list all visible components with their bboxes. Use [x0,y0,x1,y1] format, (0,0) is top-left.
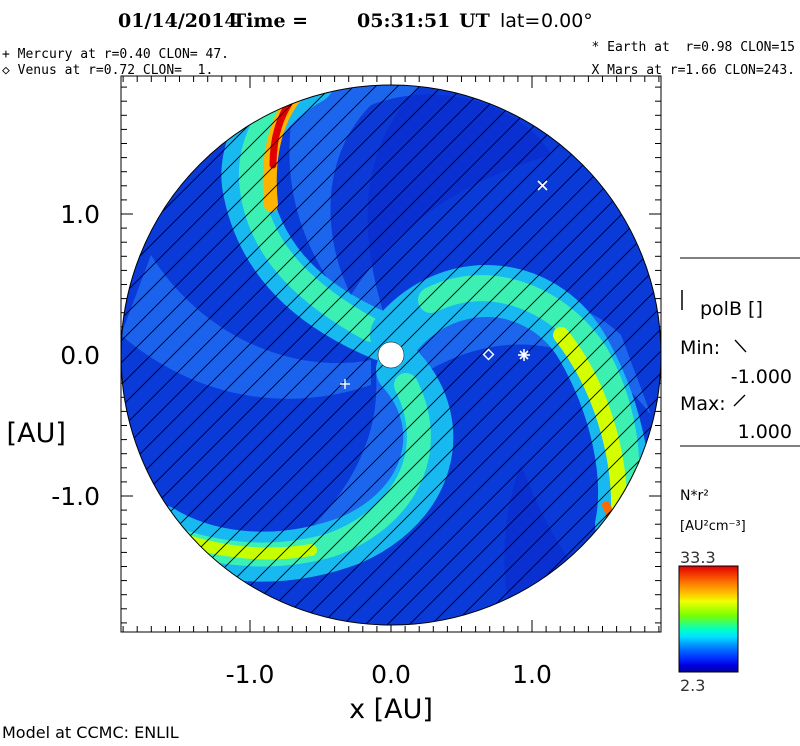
title-time: 05:31:51 [357,10,450,32]
legend-mars: X Mars at r=1.66 CLON=243. [592,63,796,78]
title-lat: 0.00° [541,10,593,32]
colorbar-min: 2.3 [680,676,705,695]
colorbar [678,565,739,673]
polarity-label: polB [] [700,298,763,320]
legend-mercury: + Mercury at r=0.40 CLON= 47. [2,47,229,62]
x-tick-label: 1.0 [512,660,552,689]
title-date: 01/14/2014 [118,10,238,32]
polarity-max-glyph [733,394,746,407]
title-time-label: Time = [232,10,308,32]
mercury-marker [340,379,350,389]
polarity-min-label: Min: [680,337,720,359]
colorbar-quantity: N*r² [680,488,709,504]
colorbar-max: 33.3 [680,548,716,567]
mars-marker [537,180,548,191]
legend-venus: ◇ Venus at r=0.72 CLON= 1. [2,63,213,78]
disk-outline [120,84,662,626]
legend-earth: * Earth at r=0.98 CLON=15 [592,40,796,55]
title-lat-label: lat= [500,10,540,32]
polarity-max-label: Max: [680,393,726,415]
x-tick-label: -1.0 [226,660,275,689]
sun-marker [377,341,405,369]
footer-model: Model at CCMC: ENLIL [2,723,179,742]
title-time-unit: UT [459,10,490,32]
x-tick-labels: -1.0 0.0 1.0 [226,660,552,689]
y-tick-label: 1.0 [60,200,100,229]
y-tick-labels: 1.0 0.0 -1.0 [51,200,100,511]
polarity-min-glyph [734,339,747,353]
y-axis-label: y [AU] [0,418,66,449]
polarity-max-value: 1.000 [738,421,792,443]
x-axis-label: x [AU] [349,694,433,725]
earth-marker [518,349,530,361]
polarity-min-value: -1.000 [731,366,792,388]
x-tick-label: 0.0 [371,660,411,689]
colorbar-units: [AU²cm⁻³] [680,519,746,534]
venus-marker [482,348,495,361]
y-tick-label: -1.0 [51,482,100,511]
y-tick-label: 0.0 [60,341,100,370]
